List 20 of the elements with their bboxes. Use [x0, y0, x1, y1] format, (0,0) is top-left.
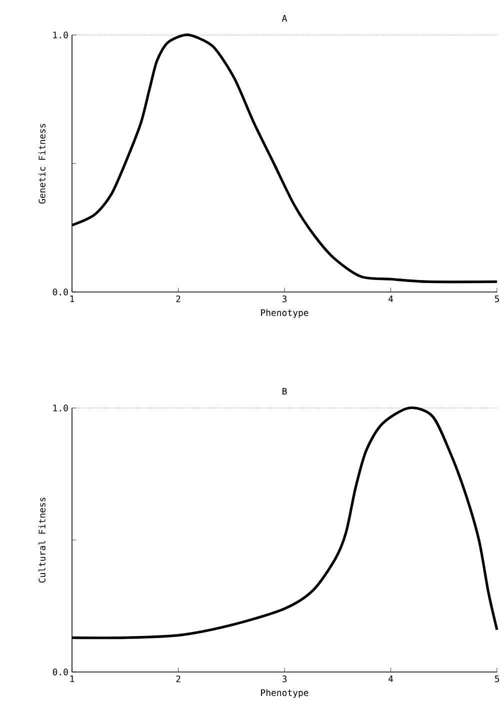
x-tick-label: 5 [494, 676, 499, 682]
x-tick-label: 1 [70, 676, 74, 682]
y-axis-title: Cultural Fitness [38, 498, 46, 583]
x-axis-title: Phenotype [261, 689, 308, 698]
y-tick-label: 1.0 [53, 32, 68, 38]
x-axis-title: Phenotype [261, 309, 308, 318]
x-tick-label: 3 [282, 676, 287, 682]
x-tick-label: 2 [176, 676, 180, 682]
chart-title: B [282, 388, 287, 395]
x-tick-label: 2 [176, 296, 180, 302]
y-tick-label: 1.0 [53, 404, 68, 412]
chart-title: A [282, 14, 288, 22]
y-tick-label: 0.0 [52, 668, 68, 676]
x-tick-label: 4 [388, 296, 394, 302]
y-tick-label: 0.0 [52, 288, 68, 296]
x-tick-label: 1 [70, 296, 74, 302]
x-tick-label: 4 [388, 676, 394, 682]
y-axis-title: Genetic Fitness [38, 124, 46, 204]
x-tick-label: 5 [494, 296, 499, 302]
x-tick-label: 3 [282, 296, 287, 302]
